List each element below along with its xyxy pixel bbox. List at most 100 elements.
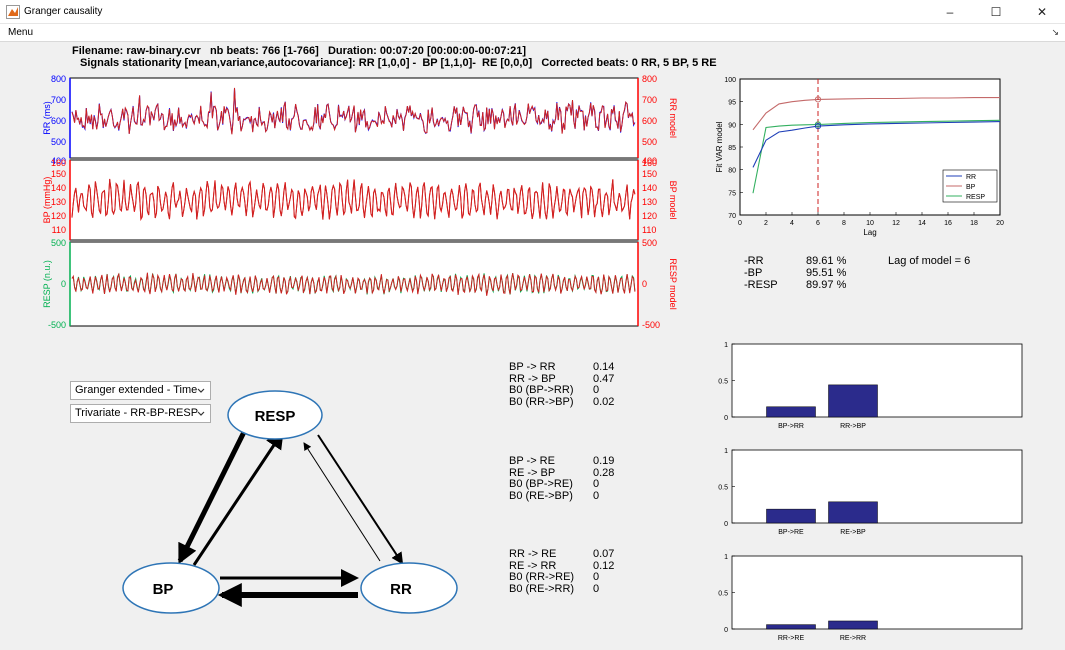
- stationarity-info-line: Signals stationarity [mean,variance,auto…: [80, 57, 717, 69]
- rr-model-tick: 700: [642, 95, 657, 105]
- fit-value: 89.97 %: [806, 279, 847, 291]
- bar-y-tick: 0.5: [718, 591, 728, 598]
- bar-category-label: RR->BP: [840, 423, 866, 430]
- bar-chart-rr-re: 1 0.5 0 RR->RE RE->RR: [718, 554, 1023, 642]
- bp-axis-label: BP (mmHg): [42, 177, 52, 224]
- fit-x-tick: 10: [866, 220, 874, 227]
- bp-tick: 120: [51, 211, 66, 221]
- bar-category-label: RR->RE: [778, 635, 805, 642]
- resp-model-trace: [71, 272, 636, 296]
- stat-value: 0.28: [593, 466, 615, 479]
- stat-value: 0: [593, 583, 600, 596]
- bar-chart-bp-re: 1 0.5 0 BP->RE RE->BP: [718, 448, 1023, 536]
- rr-axes: [69, 77, 639, 159]
- method-dropdown[interactable]: Granger extended - Time: [70, 381, 211, 400]
- bar-category-label: RE->BP: [840, 529, 866, 536]
- stat-key: B0 (BP->RE): [509, 478, 573, 491]
- bp-tick: 110: [52, 225, 66, 235]
- fit-x-tick: 18: [970, 220, 978, 227]
- fit-name: -RESP: [744, 279, 778, 291]
- resp-model-tick: 0: [642, 279, 647, 289]
- toolbar-toggle-icon[interactable]: ↘: [1051, 27, 1059, 37]
- chevron-down-icon: [197, 388, 205, 393]
- bp-model-tick: 150: [642, 169, 657, 179]
- fit-y-tick: 100: [724, 77, 736, 84]
- matlab-app-icon: [6, 5, 20, 19]
- selected-lag-marker-bp: [814, 96, 822, 103]
- bar-y-tick: 0.5: [718, 485, 728, 492]
- minimize-button[interactable]: –: [946, 5, 954, 19]
- stat-row: RE -> BP 0.28: [509, 466, 615, 480]
- resp-axis-label: RESP (n.u.): [42, 260, 52, 308]
- rr-model-trace: [71, 87, 636, 135]
- rr-tick: 700: [51, 95, 66, 105]
- stat-key: RE -> BP: [509, 466, 556, 479]
- fit-x-tick: 4: [790, 220, 794, 227]
- fit-y-tick: 80: [728, 168, 736, 175]
- stat-value: 0: [593, 478, 600, 491]
- causality-graph: RESP BP RR: [122, 390, 458, 614]
- rr-overlap-tick: 400: [642, 156, 657, 166]
- bp-model-tick: 160: [642, 158, 657, 168]
- stat-key: B0 (RR->BP): [509, 396, 574, 409]
- stat-value: 0: [593, 571, 600, 584]
- stat-key: RE -> RR: [509, 559, 557, 572]
- fit-name: -BP: [744, 267, 763, 279]
- node-bp: [122, 562, 220, 614]
- bar-axes: [731, 343, 1023, 418]
- bp-tick: 150: [51, 169, 66, 179]
- rr-model-tick: 800: [642, 74, 657, 84]
- fit-line-resp: [752, 119, 1001, 194]
- rr-model-tick: 500: [642, 137, 657, 147]
- resp-model-tick: -500: [642, 320, 660, 330]
- fit-result-row: -RR 89.61 %: [744, 255, 846, 267]
- stats-bp-rr: BP -> RR 0.14 RR -> BP 0.47 B0 (BP->RR) 0 B…: [509, 361, 615, 409]
- close-button[interactable]: ✕: [1036, 5, 1048, 19]
- fit-result-row: -RESP 89.97 %: [744, 279, 846, 291]
- bp-model-tick: 130: [642, 197, 657, 207]
- model-dropdown[interactable]: Trivariate - RR-BP-RESP: [70, 404, 211, 423]
- stat-row: B0 (BP->RR) 0: [509, 385, 614, 397]
- legend-bp: BP: [966, 184, 976, 191]
- title-bar: Granger causality – ☐ ✕: [0, 0, 1065, 24]
- fit-name: -RR: [744, 255, 764, 267]
- bar-chart-bp-rr: 1 0.5 0 BP->RR RR->BP: [718, 342, 1023, 430]
- bar: [766, 508, 816, 524]
- fit-result-row: -BP 95.51 %: [744, 267, 846, 279]
- bar-category-label: BP->RR: [778, 423, 804, 430]
- bar-y-tick: 0.5: [718, 379, 728, 386]
- bar-category-label: RE->RR: [840, 635, 866, 642]
- node-bp-label: BP: [153, 581, 174, 598]
- edge-rr-to-resp: [303, 442, 381, 562]
- selected-lag-marker-rr: [814, 123, 822, 130]
- bp-axes: [69, 159, 639, 241]
- stat-row: B0 (RR->RE) 0: [509, 572, 614, 584]
- stat-value: 0.19: [593, 455, 615, 467]
- rr-tick: 600: [51, 116, 66, 126]
- bp-model-axis-label: BP model: [668, 181, 678, 220]
- bp-model-tick: 140: [642, 183, 657, 193]
- fit-y-tick: 85: [728, 145, 736, 152]
- bar: [828, 620, 878, 630]
- resp-model-axis-label: RESP model: [668, 258, 678, 309]
- rr-axis-label: RR (ms): [42, 101, 52, 135]
- fit-y-label: Fit VAR model: [715, 121, 724, 172]
- signal-plots: 800 700 600 500 800 700 600 500 400 400 …: [42, 74, 678, 330]
- rr-tick: 500: [51, 137, 66, 147]
- resp-tick: 500: [51, 238, 66, 248]
- rr-model-axis-label: RR model: [668, 98, 678, 138]
- fit-y-tick: 95: [728, 100, 736, 107]
- stat-key: B0 (RR->RE): [509, 571, 575, 584]
- bp-model-tick: 120: [642, 211, 657, 221]
- rr-tick: 800: [51, 74, 66, 84]
- stats-rr-re: RR -> RE 0.07 RE -> RR 0.12 B0 (RR->RE) 0 B…: [509, 548, 614, 596]
- maximize-button[interactable]: ☐: [990, 5, 1002, 19]
- stat-row: RR -> RE 0.07: [509, 548, 614, 561]
- stat-row: BP -> RR 0.14: [509, 361, 615, 374]
- stat-value: 0.14: [593, 361, 615, 373]
- fit-results: -RR 89.61 % -BP 95.51 % -RESP 89.97 %: [744, 255, 846, 291]
- menu-item-menu[interactable]: Menu: [8, 27, 34, 38]
- bar: [766, 624, 816, 630]
- edge-bp-to-resp: [192, 430, 284, 566]
- lag-of-model: Lag of model = 6: [888, 255, 971, 267]
